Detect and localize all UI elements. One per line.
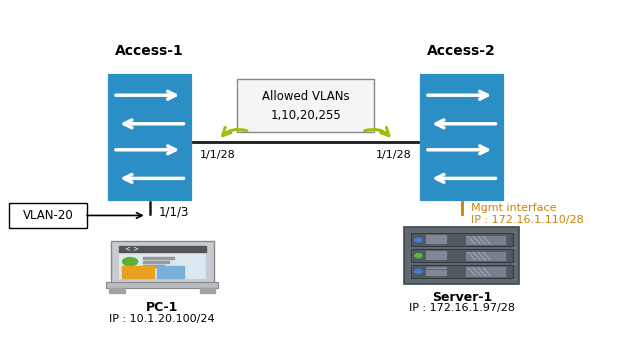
Bar xyxy=(157,266,184,278)
Bar xyxy=(109,288,125,293)
Text: Access-2: Access-2 xyxy=(427,44,496,58)
FancyBboxPatch shape xyxy=(119,246,206,279)
Bar xyxy=(426,257,446,259)
Text: Access-1: Access-1 xyxy=(115,44,184,58)
FancyBboxPatch shape xyxy=(106,72,193,202)
Text: 1/1/3: 1/1/3 xyxy=(159,205,190,218)
Circle shape xyxy=(414,253,422,258)
Text: VLAN-20: VLAN-20 xyxy=(23,209,74,222)
Bar xyxy=(142,265,163,267)
Bar xyxy=(426,270,446,272)
Circle shape xyxy=(414,238,422,242)
Bar xyxy=(426,235,446,237)
Text: PC-1: PC-1 xyxy=(146,301,178,314)
Bar xyxy=(142,261,168,263)
Text: Server-1: Server-1 xyxy=(432,291,492,304)
FancyBboxPatch shape xyxy=(465,235,506,245)
Bar xyxy=(122,266,154,278)
FancyBboxPatch shape xyxy=(418,72,505,202)
Bar xyxy=(426,241,446,243)
Text: 1/1/28: 1/1/28 xyxy=(376,150,412,160)
Text: 1,10,20,255: 1,10,20,255 xyxy=(270,109,341,122)
Text: IP : 172.16.1.110/28: IP : 172.16.1.110/28 xyxy=(471,215,584,225)
Bar xyxy=(200,288,215,293)
Bar xyxy=(426,238,446,240)
FancyBboxPatch shape xyxy=(111,241,213,284)
Bar xyxy=(426,267,446,268)
FancyBboxPatch shape xyxy=(411,234,512,247)
Text: IP : 172.16.1.97/28: IP : 172.16.1.97/28 xyxy=(409,303,515,313)
Bar xyxy=(142,257,173,259)
FancyBboxPatch shape xyxy=(411,265,512,278)
FancyBboxPatch shape xyxy=(411,249,512,262)
FancyBboxPatch shape xyxy=(404,227,519,284)
Circle shape xyxy=(122,258,137,266)
Text: Allowed VLANs: Allowed VLANs xyxy=(262,90,349,103)
Bar xyxy=(426,273,446,275)
Bar xyxy=(426,254,446,256)
Bar xyxy=(119,246,206,252)
Bar xyxy=(426,251,446,253)
FancyBboxPatch shape xyxy=(237,79,374,132)
FancyBboxPatch shape xyxy=(465,266,506,276)
Text: Mgmt interface: Mgmt interface xyxy=(471,203,557,213)
Text: IP : 10.1.20.100/24: IP : 10.1.20.100/24 xyxy=(109,314,215,324)
Text: 1/1/28: 1/1/28 xyxy=(200,150,235,160)
FancyBboxPatch shape xyxy=(106,282,218,288)
Circle shape xyxy=(414,269,422,274)
FancyBboxPatch shape xyxy=(465,250,506,261)
Text: < >: < > xyxy=(125,246,139,252)
FancyBboxPatch shape xyxy=(9,202,87,228)
